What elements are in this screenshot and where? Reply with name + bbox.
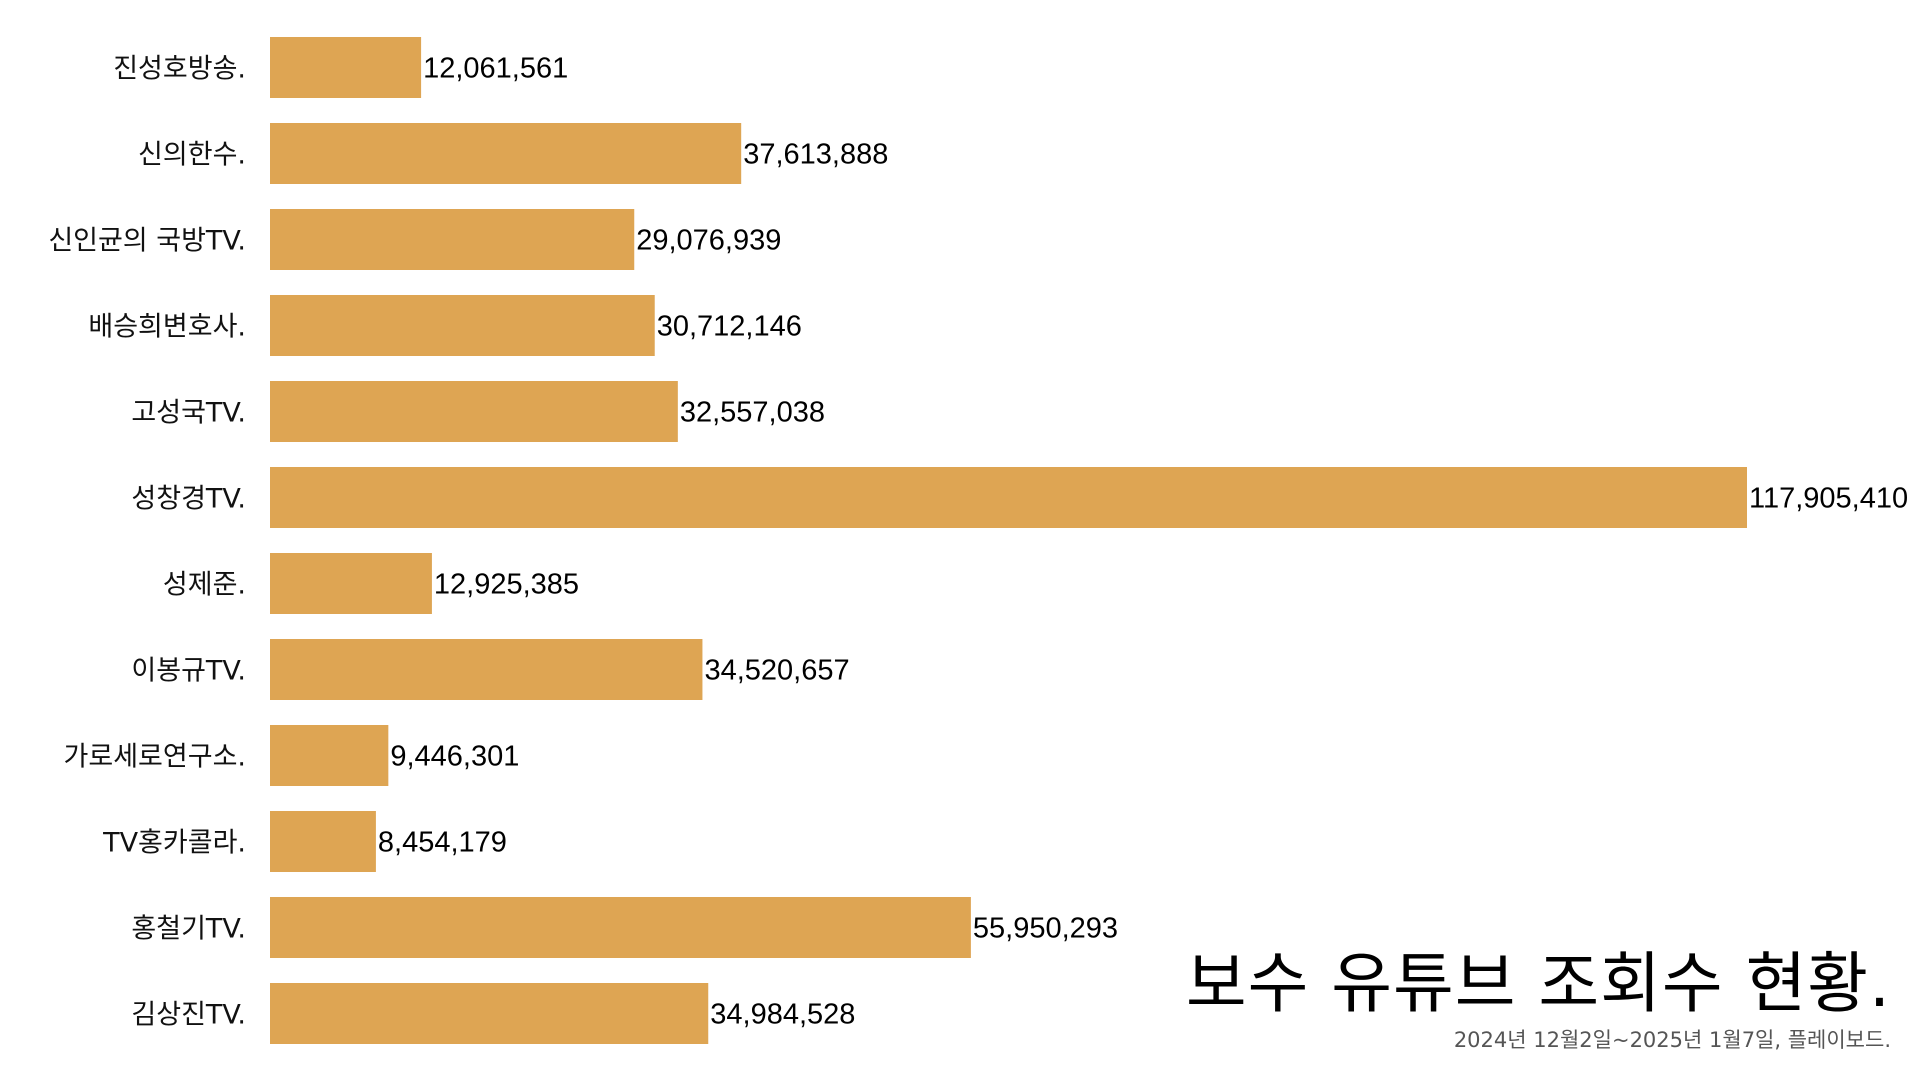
category-label-6: 성창경TV. [131,484,246,515]
category-labels: 진성호방송. 신의한수. 신인균의 국방TV. 배승희변호사. 고성국TV. 성창경TV.… [48,54,246,1031]
bar-9 [270,725,389,786]
value-label-7: 12,925,385 [434,569,579,601]
bar-6 [270,467,1747,528]
chart-subtitle: 2024년 12월2일~2025년 1월7일, 플레이보드. [1453,1028,1891,1052]
category-label-2: 신의한수. [138,140,246,171]
value-label-11: 55,950,293 [973,913,1118,945]
bar-11 [270,897,971,958]
bar-12 [270,983,709,1044]
category-label-5: 고성국TV. [131,398,246,429]
category-label-9: 가로세로연구소. [64,742,246,773]
category-label-1: 진성호방송. [113,54,246,85]
chart-title: 보수 유튜브 조회수 현황. [1185,945,1891,1022]
category-label-4: 배승희변호사. [88,312,246,343]
category-label-11: 홍철기TV. [131,914,246,945]
category-label-8: 이봉규TV. [131,656,246,687]
category-label-12: 김상진TV. [131,1000,246,1031]
value-label-2: 37,613,888 [743,139,888,171]
bar-4 [270,295,655,356]
value-label-10: 8,454,179 [378,827,507,859]
bar-1 [270,37,422,98]
value-label-9: 9,446,301 [390,741,519,773]
category-label-7: 성제준. [163,570,246,601]
category-label-3: 신인균의 국방TV. [48,226,246,257]
value-label-12: 34,984,528 [710,999,855,1031]
value-label-3: 29,076,939 [636,225,781,257]
bar-7 [270,553,432,614]
value-label-1: 12,061,561 [423,53,568,85]
bar-3 [270,209,635,270]
value-labels: 12,061,561 37,613,888 29,076,939 30,712,146… [378,53,1908,1031]
bar-10 [270,811,376,872]
value-label-8: 34,520,657 [704,655,849,687]
bar-8 [270,639,703,700]
bar-2 [270,123,742,184]
category-label-10: TV홍카콜라. [102,828,246,859]
value-label-5: 32,557,038 [680,397,825,429]
bars-layer [270,37,1747,1044]
bar-5 [270,381,678,442]
value-label-6: 117,905,410 [1749,483,1908,515]
value-label-4: 30,712,146 [657,311,802,343]
